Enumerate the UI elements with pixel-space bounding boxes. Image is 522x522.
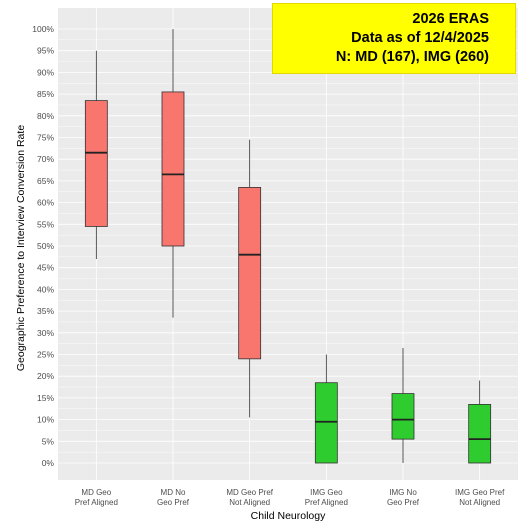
y-tick-label: 10% bbox=[37, 415, 54, 425]
x-tick-label: IMG Geo Pref Aligned bbox=[305, 488, 348, 507]
y-tick-label: 5% bbox=[42, 436, 55, 446]
box-iqr bbox=[161, 91, 185, 247]
annotation-line-3: N: MD (167), IMG (260) bbox=[335, 49, 489, 65]
x-tick-label: MD No Geo Pref bbox=[157, 488, 190, 507]
box-iqr bbox=[314, 382, 338, 464]
y-tick-label: 75% bbox=[37, 133, 54, 143]
box-iqr bbox=[468, 404, 492, 464]
annotation-box: 2026 ERAS Data as of 12/4/2025 N: MD (16… bbox=[272, 3, 516, 74]
y-tick-label: 45% bbox=[37, 263, 54, 273]
boxes bbox=[84, 29, 492, 464]
box-iqr bbox=[391, 393, 415, 440]
y-tick-label: 35% bbox=[37, 306, 54, 316]
x-tick-label: MD Geo Pref Aligned bbox=[75, 488, 118, 507]
y-tick-label: 20% bbox=[37, 371, 54, 381]
annotation-line-1: 2026 ERAS bbox=[412, 11, 489, 27]
x-tick-label: IMG No Geo Pref bbox=[387, 488, 420, 507]
box-3 bbox=[238, 139, 262, 418]
y-tick-label: 100% bbox=[32, 24, 54, 34]
y-tick-label: 90% bbox=[37, 67, 54, 77]
y-tick-label: 60% bbox=[37, 198, 54, 208]
x-axis-title: Child Neurology bbox=[251, 510, 326, 522]
box-4 bbox=[314, 354, 338, 464]
box-iqr bbox=[84, 100, 108, 227]
y-tick-label: 30% bbox=[37, 328, 54, 338]
x-axis-categories: MD Geo Pref Aligned MD No Geo Pref MD Geo Pr… bbox=[75, 488, 505, 507]
y-tick-label: 50% bbox=[37, 241, 54, 251]
y-tick-label: 25% bbox=[37, 350, 54, 360]
y-tick-label: 0% bbox=[42, 458, 55, 468]
box-2 bbox=[161, 29, 185, 318]
box-1 bbox=[84, 50, 108, 260]
y-tick-label: 55% bbox=[37, 219, 54, 229]
y-tick-label: 95% bbox=[37, 46, 54, 56]
y-axis-title: Geographic Preference to Interview Conve… bbox=[15, 125, 27, 371]
annotation-line-2: Data as of 12/4/2025 bbox=[351, 30, 489, 46]
box-6 bbox=[468, 380, 492, 464]
x-tick-label: IMG Geo Pref Not Aligned bbox=[455, 488, 505, 507]
box-5 bbox=[391, 347, 415, 463]
box-iqr bbox=[238, 187, 262, 360]
plot-panel bbox=[58, 8, 518, 480]
y-tick-label: 40% bbox=[37, 284, 54, 294]
y-axis-ticks: 0% 5% 10% 15% 20% 25% 30% 35% 40% 45% 50% 55% 60% 65%… bbox=[32, 24, 54, 468]
y-tick-label: 70% bbox=[37, 154, 54, 164]
y-tick-label: 65% bbox=[37, 176, 54, 186]
y-tick-label: 15% bbox=[37, 393, 54, 403]
y-tick-label: 85% bbox=[37, 89, 54, 99]
y-tick-label: 80% bbox=[37, 111, 54, 121]
x-tick-label: MD Geo Pref Not Aligned bbox=[226, 488, 273, 507]
